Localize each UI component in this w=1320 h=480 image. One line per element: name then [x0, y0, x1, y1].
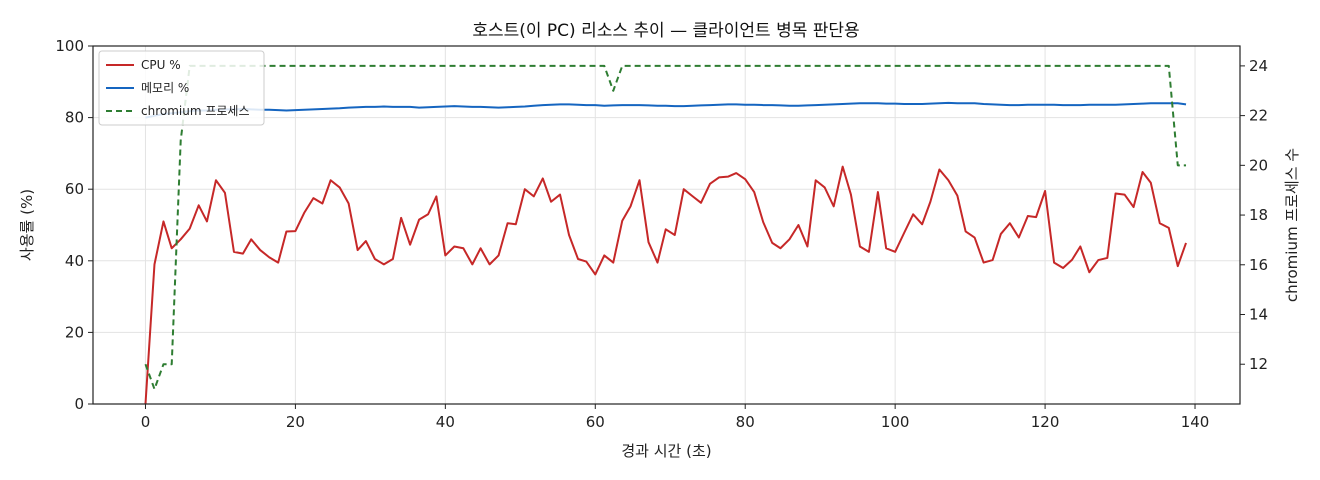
- y2-tick-label: 16: [1249, 256, 1268, 274]
- x-tick-label: 20: [286, 413, 305, 431]
- x-tick-label: 120: [1031, 413, 1060, 431]
- y-tick-label: 40: [65, 252, 84, 270]
- y-axis-left: 0 20 40 60 80 100: [55, 37, 93, 413]
- x-tick-label: 60: [586, 413, 605, 431]
- legend-box: [98, 50, 265, 126]
- x-tick-label: 40: [436, 413, 455, 431]
- x-tick-label: 80: [736, 413, 755, 431]
- x-tick-label: 100: [881, 413, 910, 431]
- y2-tick-label: 18: [1249, 206, 1268, 224]
- series-layer: [144, 64, 1187, 405]
- legend-label-0: CPU %: [141, 58, 181, 72]
- grid: [93, 45, 1240, 405]
- y-tick-label: 80: [65, 109, 84, 127]
- x-axis: 0 20 40 60 80 100 120 140: [141, 404, 1210, 431]
- y-axis-title: 사용률 (%): [18, 189, 36, 261]
- x-tick-label: 0: [141, 413, 151, 431]
- y2-tick-label: 20: [1249, 156, 1268, 174]
- y-tick-label: 20: [65, 323, 84, 341]
- chart-title: 호스트(이 PC) 리소스 추이 — 클라이언트 병목 판단용: [472, 21, 859, 41]
- plot-frame: [92, 45, 1241, 405]
- y-tick-label: 0: [74, 395, 84, 413]
- y2-axis-title: chromium 프로세스 수: [1283, 148, 1301, 302]
- y2-tick-label: 12: [1249, 355, 1268, 373]
- y-tick-label: 60: [65, 180, 84, 198]
- series-line-1: [145, 101, 1187, 119]
- y2-tick-label: 14: [1249, 306, 1268, 324]
- legend: CPU % 메모리 % chromium 프로세스: [98, 50, 265, 126]
- y2-tick-label: 24: [1249, 57, 1268, 75]
- series-line-0: [144, 165, 1187, 405]
- x-tick-label: 140: [1181, 413, 1210, 431]
- series-line-2: [144, 64, 1187, 391]
- y-axis-right: 12 14 16 18 20 22 24: [1240, 57, 1268, 373]
- legend-label-2: chromium 프로세스: [141, 104, 250, 118]
- x-axis-title: 경과 시간 (초): [621, 442, 711, 460]
- y-tick-label: 100: [55, 37, 84, 55]
- legend-label-1: 메모리 %: [141, 81, 189, 95]
- y2-tick-label: 22: [1249, 107, 1268, 125]
